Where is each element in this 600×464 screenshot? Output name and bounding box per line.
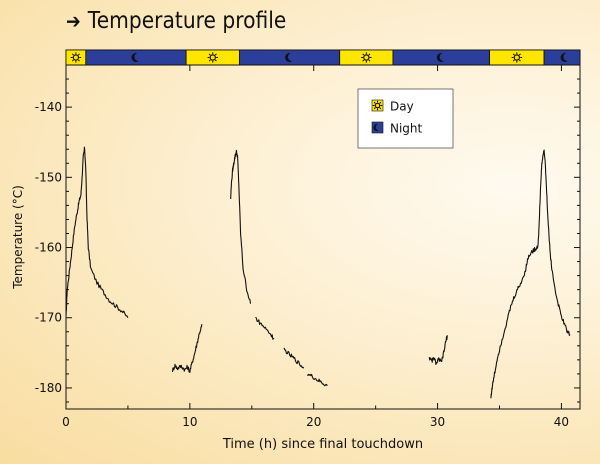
sun-ray bbox=[518, 59, 521, 62]
y-tick-label: -170 bbox=[35, 311, 62, 325]
day-night-bar bbox=[65, 49, 581, 66]
y-tick-label: -180 bbox=[35, 381, 62, 395]
day-segment bbox=[185, 49, 240, 66]
temperature-series-6 bbox=[307, 373, 328, 387]
moon-icon bbox=[373, 123, 383, 132]
sun-ray bbox=[77, 59, 80, 62]
legend-box bbox=[357, 88, 454, 149]
temperature-series-8 bbox=[490, 149, 571, 399]
sun-ray bbox=[214, 59, 217, 62]
sun-disc bbox=[363, 54, 370, 61]
sun-icon bbox=[361, 52, 372, 63]
sun-ray bbox=[362, 53, 365, 56]
day-segment bbox=[489, 49, 545, 66]
sun-ray bbox=[373, 107, 376, 110]
sun-disc bbox=[209, 54, 216, 61]
sun-icon bbox=[207, 52, 218, 63]
x-tick-label: 40 bbox=[554, 415, 569, 429]
chart-title-block: ➔ Temperature profile bbox=[66, 8, 286, 34]
x-tick-label: 0 bbox=[62, 415, 70, 429]
temperature-series-4 bbox=[255, 316, 275, 340]
sun-ray bbox=[362, 59, 365, 62]
y-axis-label: Temperature (°C) bbox=[11, 185, 25, 290]
chart-title: Temperature profile bbox=[87, 8, 287, 34]
sun-icon bbox=[372, 100, 383, 111]
arrow-right-icon: ➔ bbox=[66, 9, 81, 33]
temperature-series-5 bbox=[283, 347, 305, 369]
moon-cut bbox=[375, 123, 383, 131]
legend-label-night: Night bbox=[390, 122, 423, 136]
y-tick-label: -160 bbox=[35, 241, 62, 255]
moon-icon bbox=[131, 53, 143, 62]
temperature-series-3 bbox=[230, 149, 252, 304]
y-tick-label: -140 bbox=[35, 100, 62, 114]
sun-disc bbox=[513, 54, 521, 61]
sun-ray bbox=[379, 107, 382, 110]
sun-ray bbox=[368, 53, 371, 56]
moon-icon bbox=[285, 53, 297, 62]
sun-disc bbox=[374, 102, 381, 109]
x-tick-label: 10 bbox=[182, 415, 197, 429]
temperature-series-1 bbox=[65, 146, 129, 318]
temperature-series-2 bbox=[171, 324, 203, 373]
sun-ray bbox=[208, 59, 211, 62]
y-tick-label: -150 bbox=[35, 170, 62, 184]
plot-frame bbox=[65, 49, 581, 410]
sun-ray bbox=[379, 101, 382, 104]
sun-disc bbox=[72, 54, 80, 61]
temperature-series-7 bbox=[428, 334, 448, 366]
x-tick-label: 30 bbox=[430, 415, 445, 429]
moon-cut bbox=[134, 53, 143, 62]
sun-ray bbox=[71, 59, 74, 62]
sun-ray bbox=[214, 53, 217, 56]
sun-ray bbox=[71, 53, 74, 56]
legend-swatch-day bbox=[371, 99, 384, 112]
legend: Day Night bbox=[357, 88, 454, 149]
moon-icon bbox=[436, 53, 448, 62]
sun-ray bbox=[77, 53, 80, 56]
sun-ray bbox=[208, 53, 211, 56]
x-tick-label: 20 bbox=[306, 415, 321, 429]
sun-ray bbox=[512, 53, 515, 56]
day-segment bbox=[65, 49, 87, 66]
sun-ray bbox=[368, 59, 371, 62]
sun-ray bbox=[373, 101, 376, 104]
moon-cut bbox=[287, 53, 297, 62]
sun-icon bbox=[70, 52, 82, 63]
day-segment bbox=[339, 49, 394, 66]
x-axis-label: Time (h) since final touchdown bbox=[222, 437, 423, 452]
sun-icon bbox=[511, 52, 523, 63]
sun-ray bbox=[512, 59, 515, 62]
moon-cut bbox=[439, 53, 448, 62]
sun-ray bbox=[518, 53, 521, 56]
legend-label-day: Day bbox=[390, 100, 414, 114]
moon-cut bbox=[563, 53, 572, 62]
moon-icon bbox=[560, 53, 572, 62]
